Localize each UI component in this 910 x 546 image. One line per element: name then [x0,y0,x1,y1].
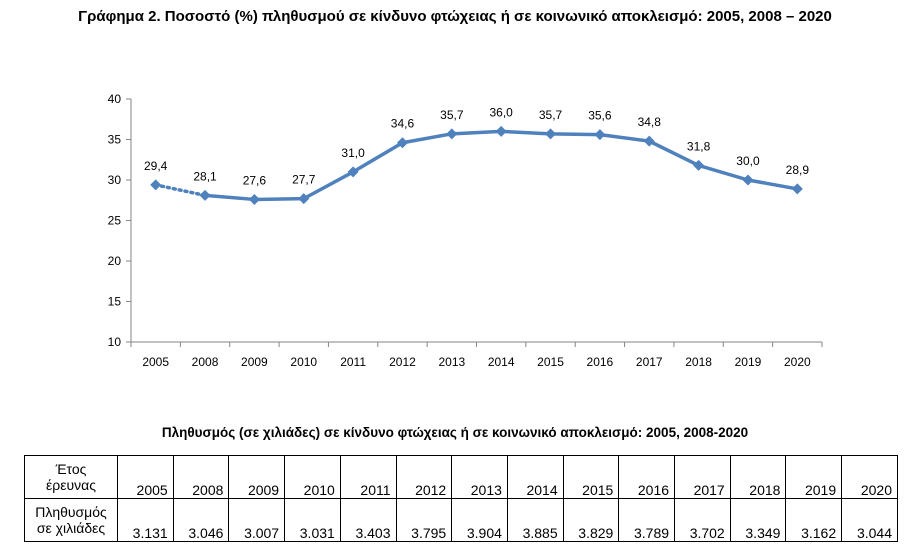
table-year-cell: 2010 [284,455,341,499]
population-table: Έτος έρευνας 2005 2008 2009 2010 2011 2012 201… [24,455,898,542]
table-year-cell: 2005 [117,455,174,499]
data-point [545,128,557,140]
table-value-cell: 3.829 [562,498,620,542]
x-tick-label: 2016 [587,355,614,369]
data-label: 27,6 [243,173,267,187]
x-tick-label: 2008 [192,355,219,369]
y-tick-label: 10 [108,335,122,349]
table-row-years: Έτος έρευνας 2005 2008 2009 2010 2011 2012 201… [24,455,898,499]
table-year-cell: 2009 [228,455,286,499]
data-label: 30,0 [736,154,760,168]
data-point [248,193,260,205]
table-value-cell: 3.031 [284,498,341,542]
x-tick-label: 2013 [438,355,465,369]
data-point [742,174,754,186]
data-point [199,189,211,201]
table-value-cell: 3.044 [841,498,898,542]
y-tick-label: 25 [108,214,122,228]
data-label: 36,0 [489,105,513,119]
data-label: 34,6 [391,117,415,131]
table-year-cell: 2018 [729,455,787,499]
table-year-cell: 2012 [395,455,453,499]
chart-axes: 10 15 20 25 30 35 40 2005 2008 2009 2010 2011 2012 20… [108,92,823,369]
data-label: 35,7 [539,108,563,122]
data-point [643,135,655,147]
data-point [693,159,705,171]
table-value-cell: 3.904 [451,498,508,542]
table-year-cell: 2016 [618,455,676,499]
chart-series: 29,4 28,1 27,6 27,7 31,0 34,6 35,7 36,0 35,7 35,6… [144,105,809,205]
y-tick-label: 20 [108,254,122,268]
series-line-dotted [153,183,207,198]
x-tick-label: 2014 [488,355,515,369]
table-year-cell: 2019 [785,455,843,499]
x-tick-label: 2020 [784,355,811,369]
row-label: Πληθυσμός σε χιλιάδες [24,498,118,542]
table-title: Πληθυσμός (σε χιλιάδες) σε κίνδυνο φτώχε… [161,425,749,440]
y-tick-label: 30 [108,173,122,187]
table-value-cell: 3.007 [228,498,286,542]
header-label: Έτος έρευνας [24,455,118,499]
x-tick-label: 2009 [241,355,268,369]
x-tick-label: 2012 [389,355,416,369]
table-value-cell: 3.131 [117,498,174,542]
data-point [594,129,606,141]
table-value-cell: 3.795 [395,498,453,542]
data-label: 35,7 [440,108,464,122]
table-year-cell: 2013 [451,455,508,499]
x-tick-label: 2015 [537,355,564,369]
header-label-line2: έρευνας [46,477,96,493]
data-point [347,166,359,178]
chart-title: Γράφημα 2. Ποσοστό (%) πληθυσμού σε κίνδ… [78,8,832,25]
x-tick-label: 2011 [340,355,366,369]
table-year-cell: 2014 [506,455,564,499]
data-point [150,179,162,191]
x-tick-label: 2010 [290,355,317,369]
table-year-cell: 2020 [841,455,898,499]
x-tick-label: 2019 [735,355,762,369]
data-label: 31,0 [341,146,365,160]
table-row-values: Πληθυσμός σε χιλιάδες 3.131 3.046 3.007 3.0… [24,498,898,542]
x-tick-label: 2005 [142,355,169,369]
table-value-cell: 3.702 [674,498,731,542]
data-label: 34,8 [638,115,662,129]
table-year-cell: 2015 [562,455,620,499]
table-year-cell: 2008 [172,455,230,499]
data-point [495,125,507,137]
x-tick-label: 2018 [685,355,712,369]
y-tick-label: 40 [108,92,122,106]
table-value-cell: 3.349 [729,498,787,542]
table-value-cell: 3.046 [172,498,230,542]
table-value-cell: 3.885 [506,498,564,542]
data-label: 28,1 [193,169,217,183]
header-label-line1: Έτος [55,461,87,477]
table-year-cell: 2017 [674,455,731,499]
data-point [298,193,310,205]
table-value-cell: 3.789 [618,498,676,542]
data-label: 31,8 [687,139,711,153]
data-point [791,183,803,195]
data-label: 29,4 [144,159,168,173]
line-chart: 10 15 20 25 30 35 40 2005 2008 2009 2010 2011 2012 20… [108,92,823,369]
x-tick-label: 2017 [636,355,663,369]
row-label-line1: Πληθυσμός [35,504,107,520]
row-label-line2: σε χιλιάδες [36,520,106,536]
data-label: 27,7 [292,173,316,187]
y-tick-label: 35 [108,133,122,147]
data-label: 35,6 [588,109,612,123]
table-value-cell: 3.403 [339,498,397,542]
table-year-cell: 2011 [339,455,397,499]
data-point [396,137,408,149]
table-value-cell: 3.162 [785,498,843,542]
y-tick-label: 15 [108,295,122,309]
data-label: 28,9 [786,163,810,177]
data-point [446,128,458,140]
